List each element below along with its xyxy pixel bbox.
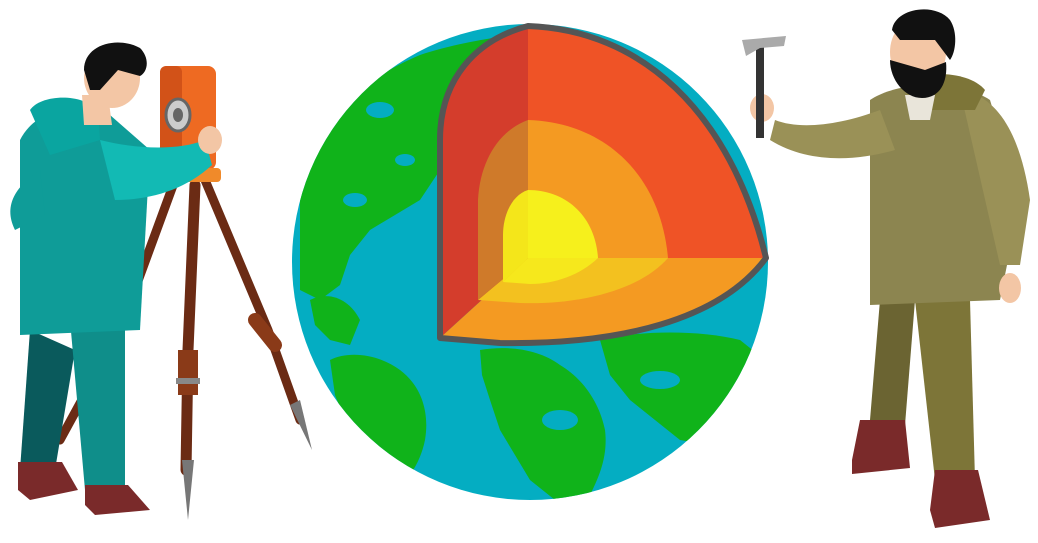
geologist-beard (890, 60, 947, 98)
surveyor-hair (84, 42, 147, 90)
hammer-head (742, 36, 786, 56)
geologist-hair (892, 9, 956, 60)
right-boot (85, 485, 150, 515)
geologist-left-boot (852, 420, 910, 474)
theodolite-tripod (55, 66, 312, 520)
earth-cutaway (437, 23, 769, 347)
earth-globe (292, 23, 769, 500)
left-boot (18, 462, 78, 500)
hammer-handle (756, 46, 764, 138)
geologist-right-boot (930, 470, 990, 528)
geologist-figure (742, 9, 1030, 528)
surveyor-figure (10, 42, 222, 515)
